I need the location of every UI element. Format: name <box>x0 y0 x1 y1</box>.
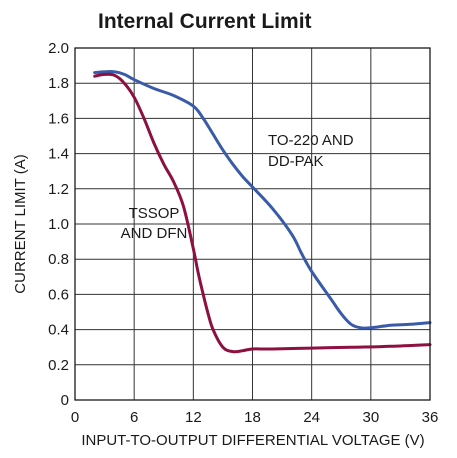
x-tick-label: 36 <box>422 409 439 426</box>
series-annotations: TO-220 AND DD-PAK TSSOP AND DFN <box>121 132 354 242</box>
x-tick-label: 18 <box>244 409 261 426</box>
y-tick-label: 1.0 <box>48 216 69 233</box>
x-tick-labels: 0 6 12 18 24 30 36 <box>71 409 439 426</box>
annotation-0-line: DD-PAK <box>268 153 324 170</box>
x-tick-label: 24 <box>303 409 320 426</box>
y-tick-label: 2.0 <box>48 40 69 57</box>
series-line-1 <box>93 72 432 354</box>
y-tick-label: 0.2 <box>48 357 69 374</box>
y-tick-label: 0.6 <box>48 286 69 303</box>
x-tick-label: 6 <box>130 409 138 426</box>
chart-title: Internal Current Limit <box>98 10 312 33</box>
x-tick-label: 0 <box>71 409 79 426</box>
y-tick-label: 1.2 <box>48 181 69 198</box>
y-tick-labels: 0 0.2 0.4 0.6 0.8 1.0 1.2 1.4 1.6 1.8 2.0 <box>48 40 69 409</box>
y-tick-label: 0.4 <box>48 322 69 339</box>
y-tick-label: 1.6 <box>48 110 69 127</box>
plot-frame <box>74 47 431 401</box>
x-axis-label: INPUT-TO-OUTPUT DIFFERENTIAL VOLTAGE (V) <box>81 432 424 449</box>
series-line-0 <box>93 70 432 330</box>
annotation-1-line: AND DFN <box>121 225 188 242</box>
y-tick-label: 0.8 <box>48 251 69 268</box>
y-tick-label: 0 <box>61 392 69 409</box>
annotation-0-line: TO-220 AND <box>268 132 354 149</box>
annotation-1-line: TSSOP <box>129 205 180 222</box>
y-tick-label: 1.8 <box>48 75 69 92</box>
x-tick-label: 30 <box>362 409 379 426</box>
x-tick-label: 12 <box>185 409 202 426</box>
series-lines <box>93 70 432 354</box>
y-axis-label: CURRENT LIMIT (A) <box>12 154 29 293</box>
y-tick-label: 1.4 <box>48 146 69 163</box>
